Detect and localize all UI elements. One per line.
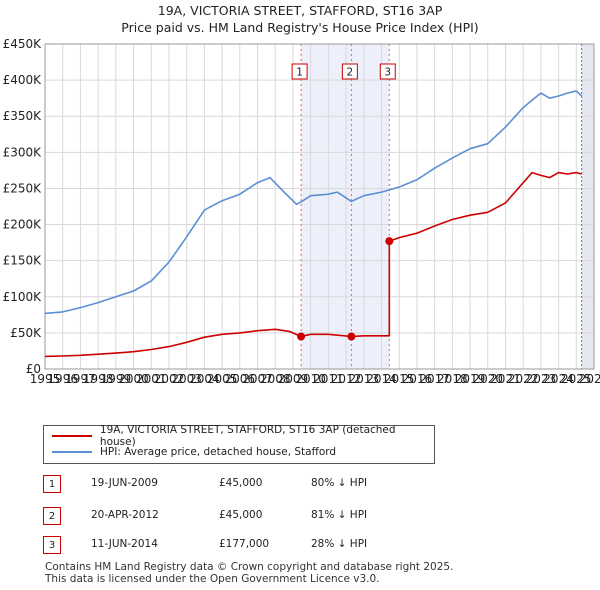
sale-point-1 <box>297 332 306 341</box>
sale-row-2: 2 20-APR-2012 £45,000 81% ↓ HPI <box>43 507 403 525</box>
x-tick-label: 2014 <box>366 372 397 386</box>
x-tick-label: 2023 <box>526 372 557 386</box>
sale-date-1: 19-JUN-2009 <box>91 477 158 489</box>
x-tick-label: 2005 <box>207 372 238 386</box>
x-tick-label: 1995 <box>30 372 61 386</box>
x-tick-label: 2001 <box>136 372 167 386</box>
x-tick-label: 1998 <box>83 372 114 386</box>
plot-frame <box>44 43 595 370</box>
sale-hpi-2: 81% ↓ HPI <box>311 509 368 521</box>
y-tick-label: £300K <box>3 145 43 159</box>
y-tick-label: £100K <box>3 290 43 304</box>
sale-label-box-2 <box>341 63 358 80</box>
x-tick-label: 2015 <box>384 372 415 386</box>
sale-badge-2: 2 <box>43 507 61 525</box>
sale-point-2 <box>347 332 356 341</box>
chart-legend: 19A, VICTORIA STREET, STAFFORD, ST16 3AP… <box>43 424 435 464</box>
y-tick-label: £350K <box>3 109 43 123</box>
legend-swatch-property <box>52 435 92 437</box>
x-tick-label: 1999 <box>101 372 132 386</box>
y-tick-label: £50K <box>10 326 42 340</box>
x-tick-label: 1997 <box>65 372 96 386</box>
sale-price-2: £45,000 <box>219 509 263 521</box>
sale-hpi-1: 80% ↓ HPI <box>311 477 368 489</box>
x-tick-label: 2022 <box>508 372 539 386</box>
sale-date-2: 20-APR-2012 <box>91 509 159 521</box>
footer-line-2: This data is licensed under the Open Gov… <box>45 573 380 585</box>
sale-badge-3: 3 <box>43 536 61 554</box>
legend-label-hpi: HPI: Average price, detached house, Staf… <box>100 446 337 458</box>
hpi-line <box>44 90 583 315</box>
legend-swatch-hpi <box>52 451 92 453</box>
x-tick-label: 2012 <box>331 372 362 386</box>
price-chart: £0 £50K £100K £150K £200K £250K £300K £350K £400… <box>3 37 600 386</box>
chart-title: 19A, VICTORIA STREET, STAFFORD, ST16 3AP <box>157 3 443 18</box>
x-tick-label: 2002 <box>154 372 185 386</box>
x-tick-label: 2024 <box>543 372 574 386</box>
sale-date-3: 11-JUN-2014 <box>91 538 158 550</box>
x-tick-label: 1996 <box>47 372 78 386</box>
x-tick-label: 2000 <box>118 372 149 386</box>
x-tick-label: 2009 <box>278 372 309 386</box>
x-tick-label: 2013 <box>349 372 380 386</box>
legend-label-property: 19A, VICTORIA STREET, STAFFORD, ST16 3AP… <box>99 424 396 448</box>
x-tick-label: 2019 <box>455 372 486 386</box>
x-tick-label: 2003 <box>171 372 202 386</box>
sale-row-3: 3 11-JUN-2014 £177,000 28% ↓ HPI <box>43 536 403 554</box>
x-tick-label: 2010 <box>295 372 326 386</box>
sale-label-3: 3 <box>384 67 391 79</box>
sale-badge-1: 1 <box>43 475 61 493</box>
sale-label-box-3 <box>379 63 396 80</box>
y-tick-label: £450K <box>3 37 43 51</box>
y-tick-label: £250K <box>3 181 43 195</box>
ownership-shade <box>301 44 390 369</box>
x-tick-label: 2025 <box>561 372 592 386</box>
x-tick-label: 2026 <box>579 372 600 386</box>
sale-hpi-3: 28% ↓ HPI <box>311 538 368 550</box>
footer-line-1: Contains HM Land Registry data © Crown c… <box>45 561 454 573</box>
x-tick-label: 2006 <box>225 372 256 386</box>
chart-subtitle: Price paid vs. HM Land Registry's House … <box>121 20 479 35</box>
x-tick-label: 2011 <box>313 372 344 386</box>
footer-attribution: Contains HM Land Registry data © Crown c… <box>45 561 453 585</box>
y-tick-label: £150K <box>3 254 43 268</box>
x-tick-label: 2007 <box>242 372 273 386</box>
legend-item-hpi: HPI: Average price, detached house, Staf… <box>52 444 336 460</box>
sale-point-3 <box>385 237 394 246</box>
sale-price-1: £45,000 <box>219 477 263 489</box>
x-tick-label: 2017 <box>419 372 450 386</box>
x-tick-label: 2021 <box>490 372 521 386</box>
y-tick-label: £0 <box>26 362 41 376</box>
property-price-line <box>44 171 582 358</box>
sale-label-box-1 <box>291 63 308 80</box>
sale-row-1: 1 19-JUN-2009 £45,000 80% ↓ HPI <box>43 475 403 493</box>
x-tick-label: 2008 <box>260 372 291 386</box>
y-tick-label: £400K <box>3 73 43 87</box>
forecast-shade <box>581 44 594 369</box>
sale-label-2: 2 <box>347 67 354 79</box>
x-tick-label: 2020 <box>472 372 503 386</box>
y-tick-label: £200K <box>3 218 43 232</box>
x-tick-label: 2004 <box>189 372 220 386</box>
sale-price-3: £177,000 <box>219 538 270 550</box>
sale-label-1: 1 <box>296 67 303 79</box>
legend-item-property: 19A, VICTORIA STREET, STAFFORD, ST16 3AP… <box>52 424 434 448</box>
x-tick-label: 2016 <box>402 372 433 386</box>
x-tick-label: 2018 <box>437 372 468 386</box>
